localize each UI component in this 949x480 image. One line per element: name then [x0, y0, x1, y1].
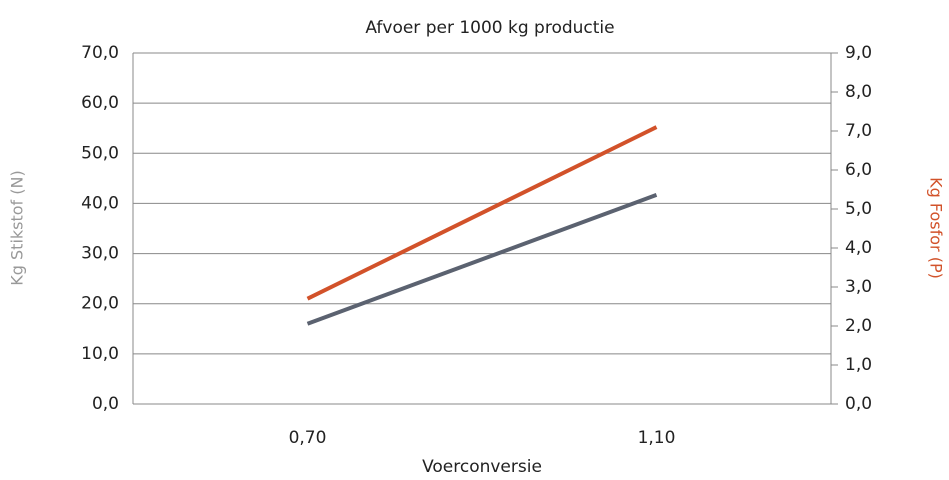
y-tick-label: 60,0 [81, 93, 119, 113]
series-line [306, 193, 658, 326]
y-tick-label: 20,0 [81, 294, 119, 314]
y-tick-label: 40,0 [81, 193, 119, 213]
y2-tick-label: 1,0 [845, 355, 872, 375]
y-tick-label: 70,0 [81, 43, 119, 63]
x-tick-label: 1,10 [638, 428, 676, 448]
chart-title: Afvoer per 1000 kg productie [365, 18, 614, 38]
y2-tick-label: 0,0 [845, 394, 872, 414]
y2-tick-label: 4,0 [845, 238, 872, 258]
x-tick-label: 0,70 [289, 428, 327, 448]
y-tick-label: 0,0 [92, 394, 119, 414]
y2-tick-label: 8,0 [845, 82, 872, 102]
y2-tick-label: 9,0 [845, 43, 872, 63]
y-tick-label: 50,0 [81, 143, 119, 163]
y-tick-label: 10,0 [81, 344, 119, 364]
y-axis-title: Kg Stikstof (N) [8, 170, 27, 285]
y2-axis-title: Kg Fosfor (P) [927, 177, 946, 279]
y-tick-label: 30,0 [81, 244, 119, 264]
y2-tick-label: 6,0 [845, 160, 872, 180]
y2-tick-label: 7,0 [845, 121, 872, 141]
y2-tick-label: 2,0 [845, 316, 872, 336]
x-axis-title: Voerconversie [422, 457, 542, 477]
y2-tick-label: 3,0 [845, 277, 872, 297]
y2-tick-label: 5,0 [845, 199, 872, 219]
series-line [306, 125, 658, 301]
